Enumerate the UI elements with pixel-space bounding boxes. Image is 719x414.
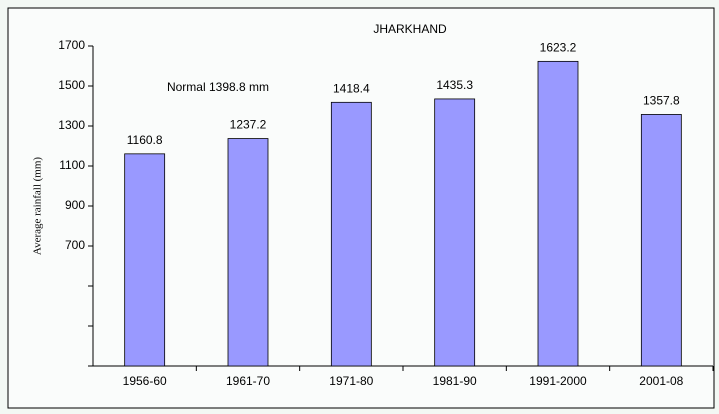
data-label: 1237.2	[230, 118, 267, 132]
y-axis-label: Average rainfall (mm)	[32, 157, 44, 255]
y-tick-label: 1700	[58, 38, 85, 52]
y-tick-label: 1300	[58, 118, 85, 132]
bar	[435, 99, 475, 366]
bar	[538, 61, 578, 366]
chart: JHARKHAND Normal 1398.8 mm Average rainf…	[0, 0, 719, 414]
bar	[125, 154, 165, 366]
data-label: 1418.4	[333, 81, 370, 95]
page: JHARKHAND Normal 1398.8 mm Average rainf…	[0, 0, 719, 414]
chart-title: JHARKHAND	[373, 22, 447, 36]
data-label: 1623.2	[540, 41, 577, 55]
data-label: 1435.3	[436, 78, 473, 92]
bar	[641, 114, 681, 366]
x-tick-label: 1961-70	[226, 374, 270, 388]
x-tick-label: 1971-80	[329, 374, 373, 388]
y-tick-label: 1100	[59, 158, 85, 172]
data-label: 1160.8	[127, 133, 163, 147]
data-label: 1357.8	[643, 94, 680, 108]
y-tick-label: 900	[65, 198, 85, 212]
x-tick-label: 1956-60	[123, 374, 167, 388]
x-tick-label: 1991-2000	[529, 374, 587, 388]
annotation: Normal 1398.8 mm	[167, 80, 269, 94]
y-tick-label: 700	[65, 238, 85, 252]
bar	[228, 139, 268, 366]
y-tick-label: 1500	[58, 78, 85, 92]
x-tick-label: 2001-08	[639, 374, 683, 388]
bar	[331, 102, 371, 366]
x-tick-label: 1981-90	[433, 374, 477, 388]
